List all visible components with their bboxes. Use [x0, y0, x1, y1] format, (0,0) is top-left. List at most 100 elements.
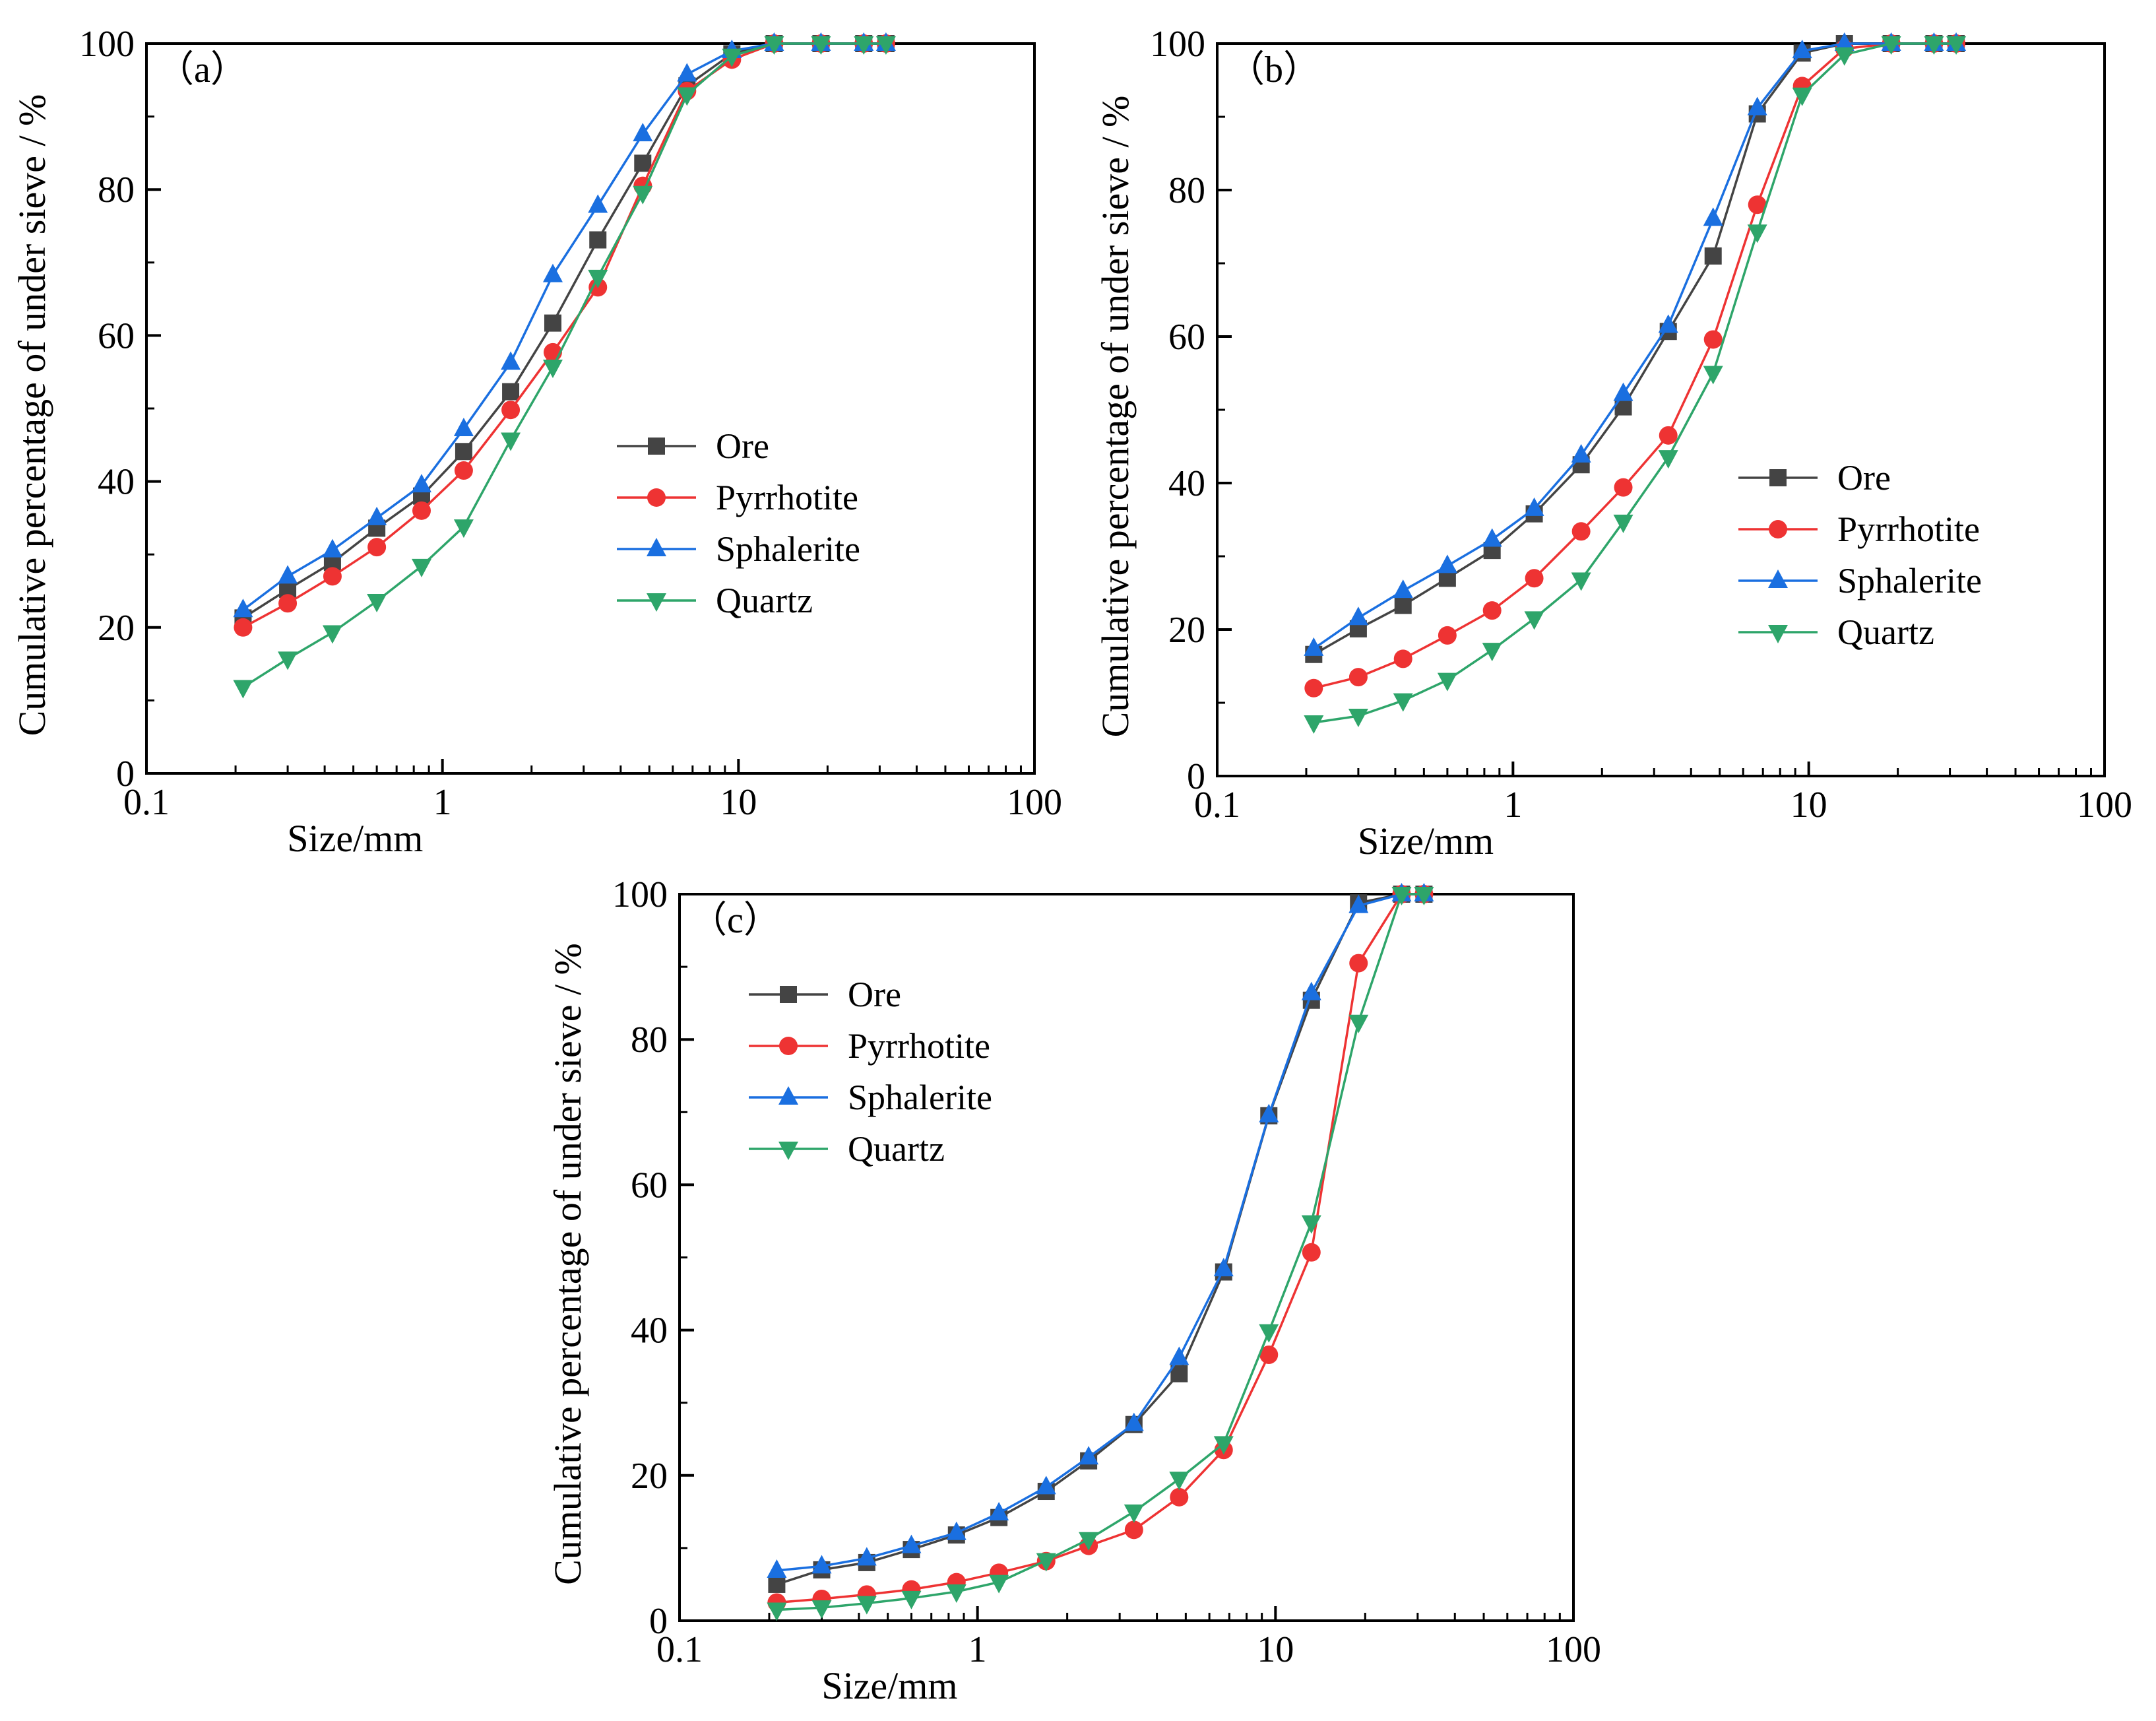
data-point-sphalerite — [322, 538, 342, 558]
data-point-sphalerite — [1169, 1346, 1189, 1365]
data-point-pyrrhotite — [1124, 1520, 1143, 1540]
y-tick-label: 40 — [98, 462, 135, 503]
x-tick-label: 100 — [2077, 785, 2132, 826]
data-point-sphalerite — [1834, 32, 1855, 51]
panel-label: （c） — [690, 900, 780, 941]
data-point-pyrrhotite — [1614, 478, 1633, 497]
legend-marker — [648, 438, 665, 455]
legend-marker — [1769, 520, 1787, 538]
legend-marker — [1768, 625, 1788, 643]
legend-marker — [647, 538, 666, 556]
data-point-quartz — [1414, 887, 1434, 905]
legend-marker — [778, 1086, 798, 1105]
data-point-sphalerite — [1124, 1412, 1144, 1431]
data-point-quartz — [1747, 224, 1767, 244]
plot-frame — [1216, 42, 2106, 777]
data-point-pyrrhotite — [1748, 195, 1767, 214]
legend-label: Pyrrhotite — [848, 1026, 990, 1066]
data-point-quartz — [767, 1602, 787, 1621]
data-point-quartz — [1301, 1215, 1321, 1234]
y-tick-label: 40 — [1168, 463, 1205, 504]
data-point-ore — [634, 154, 652, 172]
legend-label: Ore — [716, 426, 769, 466]
data-point-pyrrhotite — [1170, 1487, 1189, 1507]
data-point-quartz — [1391, 887, 1412, 905]
data-point-sphalerite — [1393, 579, 1413, 599]
data-point-sphalerite — [501, 351, 521, 370]
data-point-sphalerite — [946, 1521, 967, 1540]
legend-marker — [647, 593, 666, 612]
data-point-quartz — [1658, 450, 1678, 469]
data-point-quartz — [322, 625, 342, 644]
chart-panel-1: 0.1 1 10 100 0 20 40 60 80 100 Size/mm Cumulative p… — [1094, 24, 2132, 862]
data-point-quartz — [854, 36, 874, 55]
legend-label: Ore — [1837, 458, 1891, 498]
x-tick-label: 10 — [1791, 785, 1827, 826]
data-point-pyrrhotite — [278, 594, 298, 613]
data-point-pyrrhotite — [1571, 522, 1591, 541]
data-point-sphalerite — [1437, 554, 1457, 573]
data-point-quartz — [1524, 611, 1544, 630]
x-tick-label: 1 — [433, 782, 452, 823]
data-point-pyrrhotite — [1302, 1243, 1321, 1262]
y-tick-label: 100 — [612, 874, 668, 915]
x-tick-label: 0.1 — [1194, 785, 1240, 826]
data-point-quartz — [1036, 1553, 1056, 1572]
series-quartz — [233, 36, 896, 699]
y-axis-label: Cumulative percentage of under sieve / % — [546, 943, 589, 1585]
data-point-pyrrhotite — [501, 401, 521, 420]
series-quartz — [1304, 36, 1967, 734]
data-point-quartz — [1703, 366, 1723, 385]
data-point-sphalerite — [1524, 497, 1544, 516]
data-point-sphalerite — [1213, 1258, 1234, 1277]
y-tick-label: 100 — [1150, 24, 1205, 65]
y-tick-label: 80 — [631, 1020, 668, 1060]
legend-marker — [779, 1037, 798, 1055]
series-line-sphalerite — [777, 893, 1424, 1572]
series-sphalerite — [1304, 32, 1967, 656]
panel-label: （a） — [157, 49, 247, 90]
data-point-quartz — [1393, 693, 1413, 712]
data-point-sphalerite — [1036, 1476, 1056, 1495]
data-point-quartz — [1834, 47, 1855, 66]
data-point-quartz — [1079, 1532, 1099, 1551]
data-point-sphalerite — [1348, 606, 1368, 626]
data-point-quartz — [1482, 643, 1502, 662]
legend-label: Pyrrhotite — [716, 478, 858, 517]
data-point-quartz — [1924, 36, 1944, 55]
data-point-sphalerite — [453, 417, 474, 436]
data-point-quartz — [1571, 572, 1591, 591]
data-point-sphalerite — [542, 263, 563, 282]
x-tick-label: 0.1 — [123, 782, 170, 823]
data-point-sphalerite — [811, 1555, 832, 1574]
data-point-pyrrhotite — [1659, 426, 1678, 445]
data-point-pyrrhotite — [454, 461, 473, 480]
y-tick-label: 60 — [631, 1165, 668, 1206]
y-axis-label: Cumulative percentage of under sieve / % — [11, 94, 53, 736]
data-point-pyrrhotite — [234, 618, 253, 637]
data-point-pyrrhotite — [412, 501, 431, 520]
legend-label: Sphalerite — [848, 1078, 992, 1117]
data-point-quartz — [811, 36, 831, 55]
legend-marker — [1769, 469, 1787, 486]
data-point-sphalerite — [633, 123, 653, 142]
x-tick-label: 1 — [1504, 785, 1522, 826]
y-axis-label: Cumulative percentage of under sieve / % — [1094, 96, 1137, 738]
data-point-ore — [502, 383, 520, 401]
data-point-quartz — [1613, 514, 1633, 533]
y-tick-label: 80 — [1168, 170, 1205, 211]
data-point-pyrrhotite — [1393, 649, 1412, 668]
legend-label: Sphalerite — [716, 529, 860, 569]
legend: Ore Pyrrhotite Sphalerite Quartz — [1738, 458, 1982, 652]
y-tick-label: 80 — [98, 170, 135, 211]
data-point-quartz — [1348, 1014, 1369, 1033]
y-tick-label: 20 — [98, 608, 135, 649]
y-tick-label: 20 — [631, 1456, 668, 1497]
y-tick-label: 40 — [631, 1311, 668, 1351]
data-point-quartz — [764, 36, 784, 55]
data-point-quartz — [588, 269, 608, 288]
data-point-ore — [455, 443, 472, 461]
data-point-pyrrhotite — [367, 538, 387, 557]
data-point-quartz — [367, 593, 387, 612]
